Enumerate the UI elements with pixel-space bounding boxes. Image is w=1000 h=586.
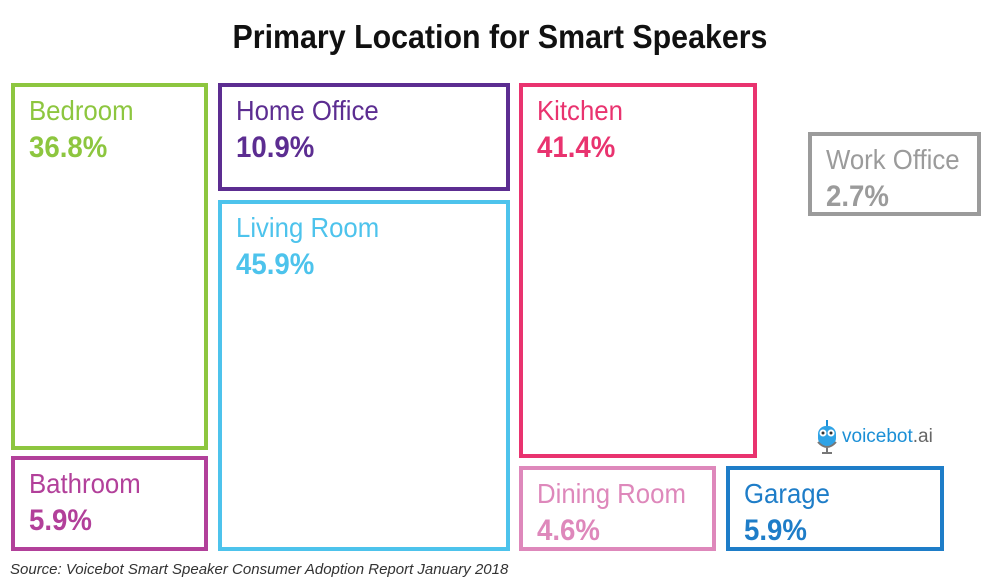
box-label: Garage (744, 478, 830, 509)
box-value: 36.8% (29, 131, 108, 164)
box-kitchen: Kitchen 41.4% (519, 83, 757, 458)
box-value: 10.9% (236, 131, 315, 164)
box-label: Dining Room (537, 478, 686, 509)
logo-suffix: .ai (912, 426, 933, 447)
robot-microphone-icon (817, 420, 837, 454)
box-value: 5.9% (29, 504, 92, 537)
box-home-office: Home Office 10.9% (218, 83, 510, 191)
box-value: 2.7% (826, 180, 889, 213)
logo-text: voicebot (842, 426, 913, 447)
box-living-room: Living Room 45.9% (218, 200, 510, 551)
box-label: Work Office (826, 144, 960, 175)
box-value: 45.9% (236, 248, 315, 281)
box-label: Kitchen (537, 95, 623, 126)
box-label: Bedroom (29, 95, 134, 126)
box-label: Bathroom (29, 468, 141, 499)
box-value: 5.9% (744, 514, 807, 547)
chart-title: Primary Location for Smart Speakers (232, 18, 768, 55)
box-value: 41.4% (537, 131, 616, 164)
box-work-office: Work Office 2.7% (808, 132, 981, 216)
box-value: 4.6% (537, 514, 600, 547)
box-dining-room: Dining Room 4.6% (519, 466, 716, 551)
voicebot-logo: voicebot.ai (815, 420, 933, 454)
box-bedroom: Bedroom 36.8% (11, 83, 208, 450)
box-garage: Garage 5.9% (726, 466, 944, 551)
box-label: Living Room (236, 212, 380, 243)
source-note: Source: Voicebot Smart Speaker Consumer … (10, 561, 509, 578)
box-bathroom: Bathroom 5.9% (11, 456, 208, 551)
box-label: Home Office (236, 95, 379, 126)
